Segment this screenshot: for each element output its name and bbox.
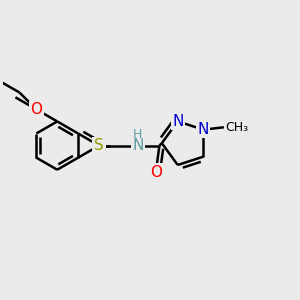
Text: N: N bbox=[198, 122, 209, 137]
Text: N: N bbox=[93, 138, 105, 153]
Text: O: O bbox=[30, 102, 42, 117]
Text: S: S bbox=[94, 138, 104, 153]
Text: H: H bbox=[133, 128, 142, 141]
Text: N: N bbox=[132, 138, 143, 153]
Text: N: N bbox=[172, 114, 183, 129]
Text: CH₃: CH₃ bbox=[225, 121, 248, 134]
Text: O: O bbox=[150, 165, 162, 180]
